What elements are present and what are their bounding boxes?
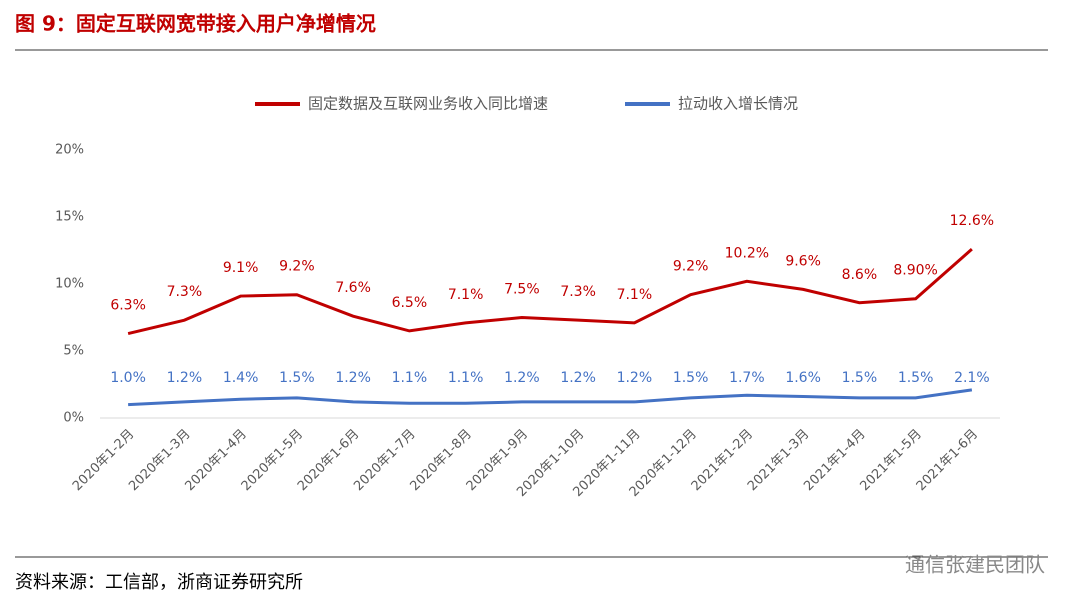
legend-label: 拉动收入增长情况: [678, 95, 798, 113]
y-tick-label: 10%: [55, 277, 84, 292]
value-label: 9.1%: [223, 260, 259, 276]
y-tick-label: 15%: [55, 210, 84, 225]
value-label: 1.2%: [167, 370, 203, 386]
value-label: 1.5%: [842, 370, 878, 386]
value-label: 9.6%: [785, 253, 821, 269]
y-tick-label: 0%: [63, 411, 84, 426]
value-label: 1.5%: [673, 370, 709, 386]
value-label: 12.6%: [950, 213, 994, 229]
value-label: 7.3%: [167, 284, 203, 300]
value-label: 1.2%: [617, 370, 653, 386]
value-label: 1.7%: [729, 370, 765, 386]
value-label: 7.5%: [504, 282, 540, 298]
legend-label: 固定数据及互联网业务收入同比增速: [308, 95, 548, 113]
value-label: 9.2%: [673, 259, 709, 275]
value-label: 2.1%: [954, 370, 990, 386]
value-label: 1.6%: [785, 370, 821, 386]
value-label: 7.1%: [617, 287, 653, 303]
watermark: 通信张建民团队: [905, 553, 1045, 577]
value-label: 1.4%: [223, 370, 259, 386]
value-label: 6.5%: [392, 295, 428, 311]
value-label: 8.90%: [893, 263, 937, 279]
series-line: [128, 388, 973, 407]
value-label: 6.3%: [110, 298, 146, 314]
y-tick-label: 5%: [63, 344, 84, 359]
value-label: 1.5%: [279, 370, 315, 386]
value-label: 1.1%: [392, 370, 428, 386]
y-tick-label: 20%: [55, 143, 84, 158]
value-label: 1.2%: [560, 370, 596, 386]
value-label: 10.2%: [725, 245, 769, 261]
value-label: 1.2%: [335, 370, 371, 386]
value-label: 9.2%: [279, 259, 315, 275]
value-label: 8.6%: [842, 267, 878, 283]
value-label: 7.1%: [448, 287, 484, 303]
value-label: 7.6%: [335, 280, 371, 296]
value-label: 1.5%: [898, 370, 934, 386]
value-label: 1.0%: [110, 370, 146, 386]
value-label: 1.1%: [448, 370, 484, 386]
source: 资料来源：工信部，浙商证券研究所: [15, 572, 303, 593]
value-label: 7.3%: [560, 284, 596, 300]
chart-title: 图 9：固定互联网宽带接入用户净增情况: [15, 12, 376, 36]
series-line: [127, 248, 973, 336]
value-label: 1.2%: [504, 370, 540, 386]
